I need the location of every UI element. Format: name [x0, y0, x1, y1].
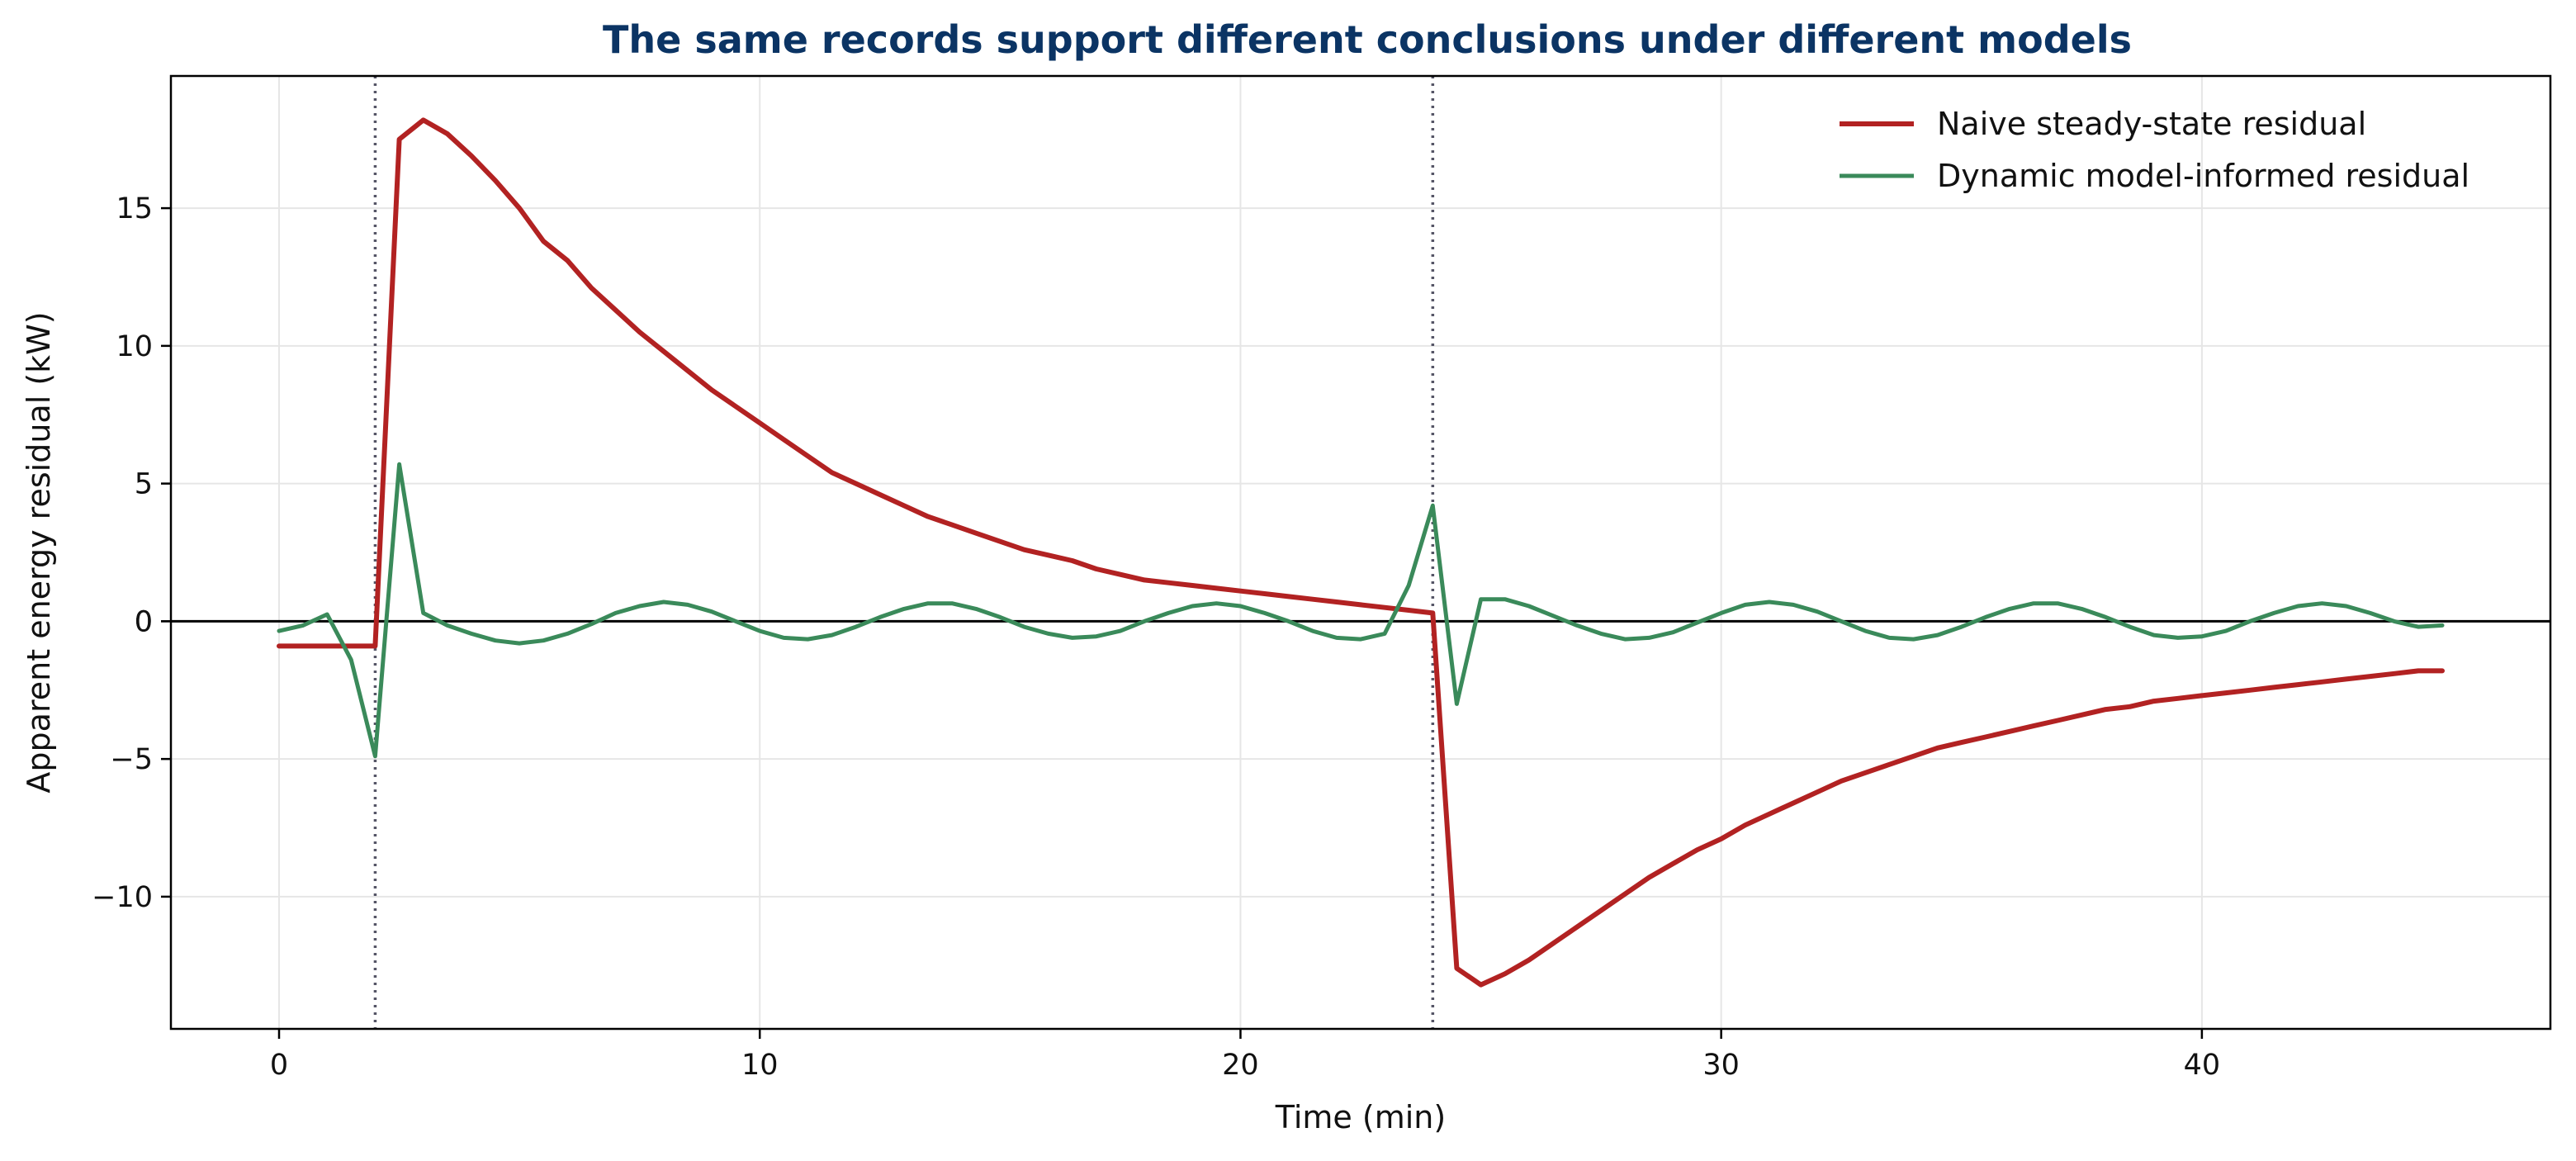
y-tick-label: 5: [135, 468, 153, 501]
y-tick-label: −5: [110, 743, 153, 776]
y-axis-label: Apparent energy residual (kW): [21, 311, 57, 793]
legend-label: Dynamic model-informed residual: [1937, 158, 2469, 194]
y-tick-label: 0: [135, 605, 153, 638]
legend: Naive steady-state residual Dynamic model…: [1840, 106, 2469, 194]
plot-frame: [169, 74, 2552, 1031]
series-layer: [277, 117, 2445, 988]
x-tick-label: 40: [2184, 1049, 2221, 1082]
x-axis-ticks: 0 10 20 30 40: [270, 1029, 2220, 1082]
event-lines: [373, 76, 1435, 1029]
x-tick-label: 10: [741, 1049, 779, 1082]
x-tick-label: 0: [270, 1049, 288, 1082]
series-line-naive: [277, 117, 2445, 988]
chart-title: The same records support different concl…: [603, 17, 2132, 62]
y-tick-label: −10: [92, 881, 153, 914]
series-line-dynamic: [277, 462, 2445, 759]
x-tick-label: 30: [1702, 1049, 1740, 1082]
legend-label: Naive steady-state residual: [1937, 106, 2366, 142]
x-tick-label: 20: [1222, 1049, 1259, 1082]
y-tick-label: 15: [116, 192, 153, 225]
y-tick-label: 0: [135, 605, 153, 638]
x-axis-label: Time (min): [1275, 1099, 1446, 1135]
y-tick-label: 10: [116, 330, 153, 363]
